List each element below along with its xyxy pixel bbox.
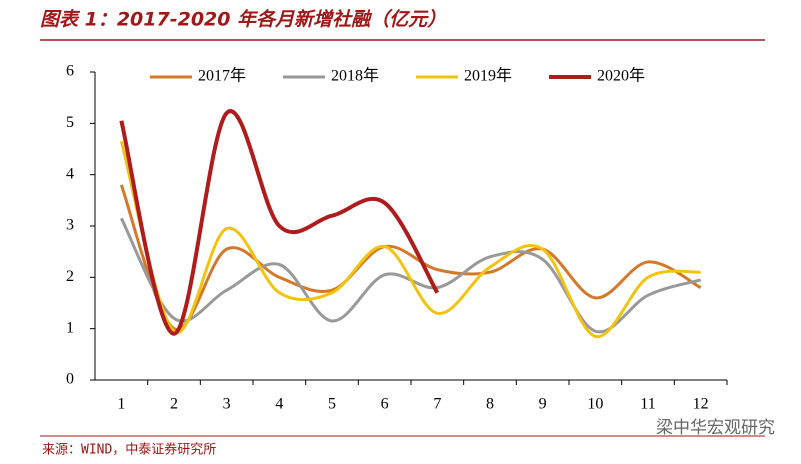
line — [119, 109, 440, 336]
y-tick-label: 6 — [66, 63, 74, 80]
x-tick-label: 1 — [117, 396, 125, 413]
legend-label: 2017年 — [198, 67, 246, 85]
y-tick-label: 0 — [66, 371, 74, 388]
y-tick-label: 1 — [66, 319, 74, 336]
x-tick-label: 4 — [275, 396, 283, 413]
y-tick-label: 3 — [66, 217, 74, 234]
legend-label: 2018年 — [331, 67, 379, 85]
watermark: 梁中华宏观研究 — [656, 418, 775, 438]
x-tick-label: 5 — [328, 396, 336, 413]
line — [120, 217, 702, 334]
x-tick-label: 9 — [539, 396, 547, 413]
line — [119, 140, 701, 338]
y-tick-label: 5 — [66, 114, 74, 131]
legend-label: 2020年 — [597, 67, 645, 85]
legend-label: 2019年 — [464, 67, 512, 85]
x-tick-label: 6 — [381, 396, 389, 413]
source: 来源：WIND，中泰证券研究所 — [42, 442, 216, 458]
x-tick-label: 10 — [587, 396, 603, 413]
line — [119, 184, 702, 332]
y-tick-label: 4 — [66, 165, 74, 182]
x-tick-label: 12 — [693, 396, 709, 413]
x-tick-label: 7 — [433, 396, 441, 413]
x-tick-label: 11 — [640, 396, 655, 413]
x-tick-label: 3 — [223, 396, 231, 413]
x-tick-label: 8 — [486, 396, 494, 413]
chart-title: 图表 1：2017-2020 年各月新增社融（亿元） — [40, 9, 446, 31]
x-tick-label: 2 — [170, 396, 178, 413]
y-tick-label: 2 — [66, 268, 74, 285]
